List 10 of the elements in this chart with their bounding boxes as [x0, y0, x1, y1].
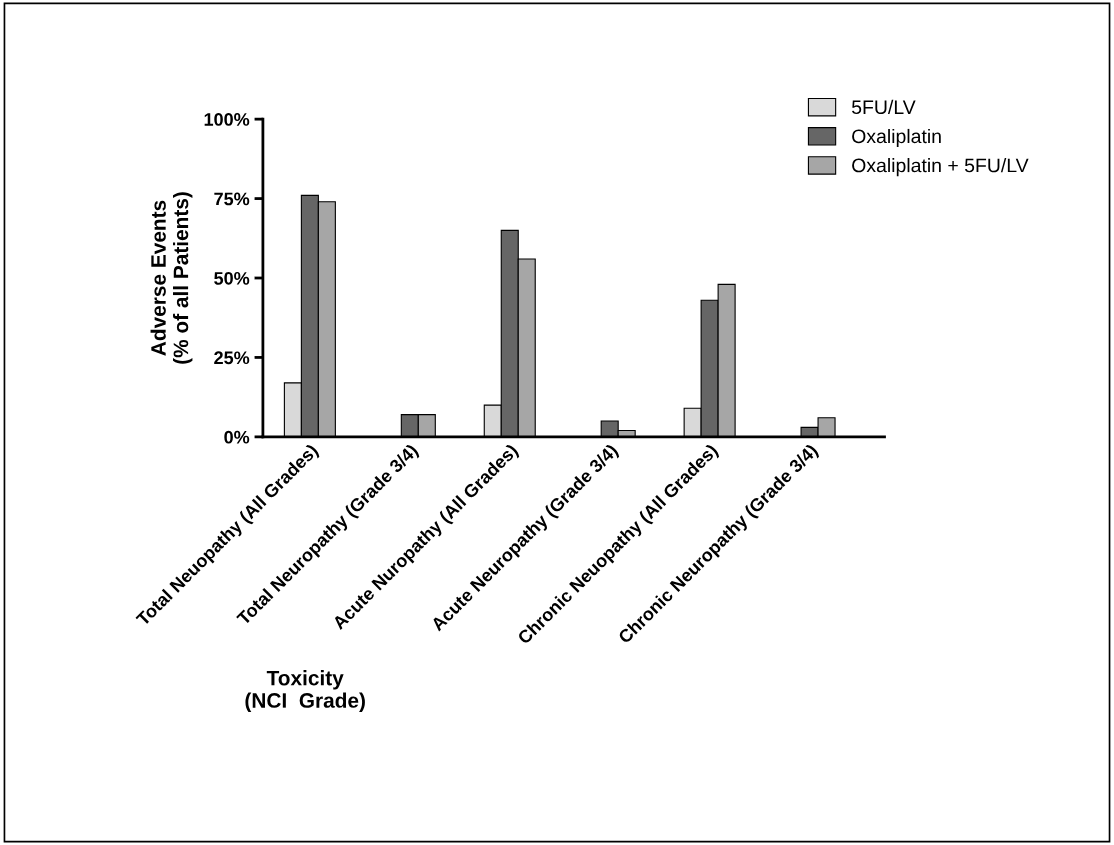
legend-label: Oxaliplatin — [852, 128, 941, 148]
x-axis-title: Toxicity (NCI Grade) — [245, 670, 365, 712]
y-tick-label: 50% — [214, 271, 250, 285]
y-tick-label: 0% — [224, 430, 250, 444]
legend-label: 5FU/LV — [851, 99, 916, 115]
y-axis-title: Adverse Events (% of all Patients) — [150, 192, 193, 364]
y-tick-label: 25% — [214, 351, 250, 365]
y-tick-label: 100% — [204, 113, 250, 126]
y-tick-label: 75% — [214, 192, 250, 206]
legend-label: Oxaliplatin + 5FU/LV — [852, 158, 1029, 177]
